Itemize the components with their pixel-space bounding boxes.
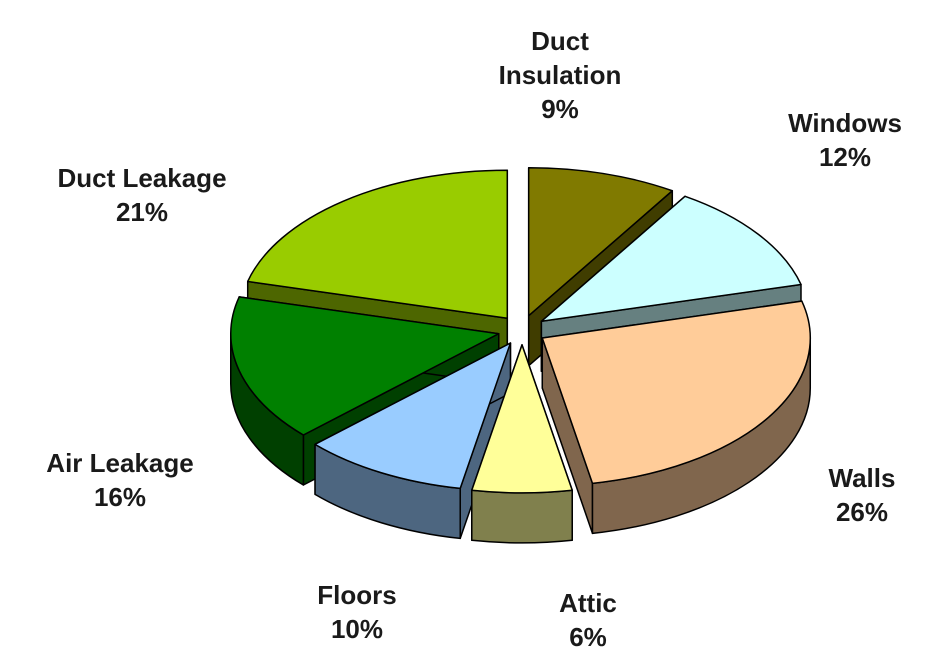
category-name: Duct Insulation: [498, 26, 622, 90]
slice: [540, 195, 802, 323]
value-label: 12%: [818, 142, 872, 172]
slice: [471, 344, 573, 494]
slice-side: [471, 489, 573, 544]
slice: [541, 300, 812, 485]
value-label: 21%: [115, 197, 169, 227]
value-label: 26%: [835, 497, 889, 527]
value-label: 16%: [93, 482, 147, 512]
slice: [230, 296, 500, 436]
slice-label: Duct Leakage 21%: [57, 161, 226, 229]
slice-label: Attic 6%: [559, 586, 617, 654]
category-name: Air Leakage: [46, 448, 194, 478]
slice: [230, 296, 500, 486]
category-name: Floors: [317, 580, 397, 610]
slice-label: Walls 26%: [829, 461, 896, 529]
slice-label: Floors 10%: [317, 578, 396, 646]
value-label: 6%: [569, 622, 607, 652]
category-name: Walls: [828, 463, 896, 493]
value-label: 10%: [330, 614, 384, 644]
slice: [527, 166, 674, 317]
slice-label: Windows 12%: [788, 106, 902, 174]
category-name: Attic: [559, 588, 617, 618]
slice: [471, 344, 573, 544]
slice: [246, 169, 509, 319]
slice: [314, 342, 512, 490]
category-name: Duct Leakage: [57, 163, 227, 193]
category-name: Windows: [788, 108, 902, 138]
slice-label: Duct Insulation 9%: [485, 24, 635, 126]
slice-label: Air Leakage 16%: [46, 446, 193, 514]
slice: [541, 300, 812, 535]
value-label: 9%: [541, 94, 579, 124]
